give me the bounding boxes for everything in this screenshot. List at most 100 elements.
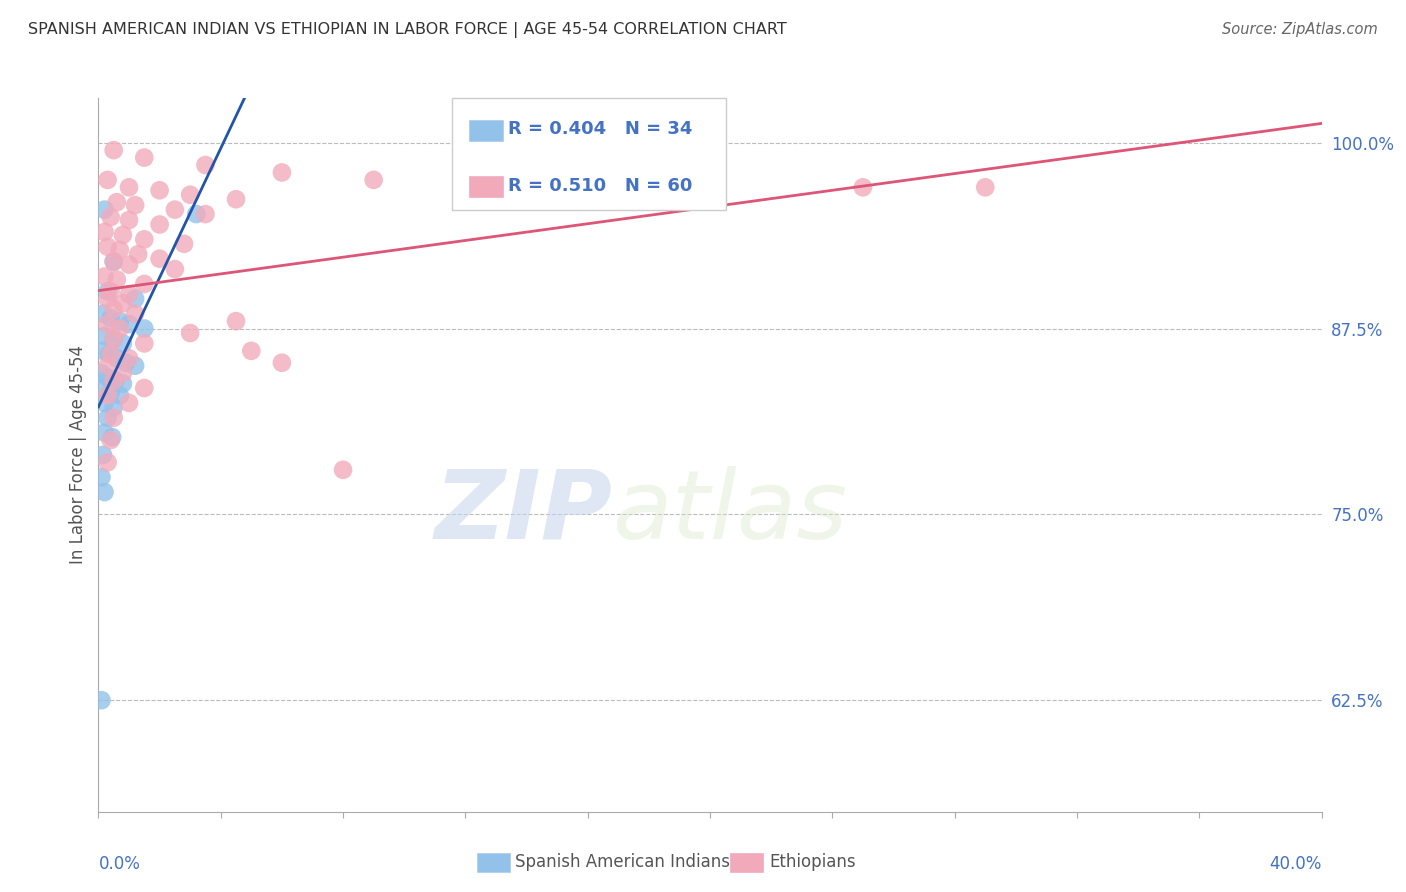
Text: 0.0%: 0.0% xyxy=(98,855,141,872)
Point xyxy=(111,366,134,380)
Point xyxy=(134,232,156,246)
Point xyxy=(101,430,124,444)
Point xyxy=(111,376,134,391)
Point xyxy=(93,485,115,500)
Point xyxy=(91,381,114,395)
Point xyxy=(103,332,125,346)
Point xyxy=(108,321,131,335)
Point xyxy=(194,207,217,221)
Point xyxy=(270,356,294,370)
Point xyxy=(111,296,134,310)
Point xyxy=(163,262,186,277)
Point xyxy=(100,210,122,224)
Point xyxy=(100,311,122,326)
Point xyxy=(91,448,114,462)
Point xyxy=(103,410,125,425)
Point xyxy=(105,195,128,210)
Point xyxy=(108,314,131,328)
Point xyxy=(111,227,134,242)
Point xyxy=(118,258,141,272)
Text: 40.0%: 40.0% xyxy=(1270,855,1322,872)
Point xyxy=(100,385,122,400)
Point xyxy=(103,302,125,317)
Point xyxy=(90,470,112,484)
Point xyxy=(97,388,120,402)
Point xyxy=(97,173,120,187)
Point xyxy=(149,183,172,197)
Point xyxy=(91,343,114,358)
Point xyxy=(974,180,997,194)
Point xyxy=(93,329,115,343)
Point xyxy=(270,165,294,179)
Point xyxy=(97,370,120,384)
Point xyxy=(149,218,172,232)
Point xyxy=(173,236,195,251)
Point xyxy=(115,356,138,370)
Point xyxy=(124,307,146,321)
Point xyxy=(163,202,186,217)
Point xyxy=(179,326,201,340)
Point xyxy=(118,396,141,410)
Point xyxy=(93,396,115,410)
Text: Source: ZipAtlas.com: Source: ZipAtlas.com xyxy=(1222,22,1378,37)
Point xyxy=(100,285,122,299)
Point xyxy=(225,192,247,206)
Point xyxy=(103,332,125,346)
Point xyxy=(97,240,120,254)
Point xyxy=(186,207,208,221)
Point xyxy=(105,272,128,286)
Point xyxy=(134,381,156,395)
Point xyxy=(852,180,875,194)
Point xyxy=(118,317,141,331)
Point xyxy=(103,374,125,388)
Point xyxy=(103,143,125,157)
Text: Ethiopians: Ethiopians xyxy=(769,853,856,871)
Point xyxy=(194,158,217,172)
Point xyxy=(103,254,125,268)
Point xyxy=(97,317,120,331)
Point xyxy=(118,351,141,366)
Text: ZIP: ZIP xyxy=(434,466,612,558)
Text: atlas: atlas xyxy=(612,466,848,558)
Point xyxy=(103,401,125,415)
Text: R = 0.510   N = 60: R = 0.510 N = 60 xyxy=(509,178,693,195)
Point xyxy=(93,269,115,284)
Point xyxy=(118,213,141,227)
Point xyxy=(111,336,134,351)
Point xyxy=(104,374,127,388)
Point xyxy=(225,314,247,328)
Point xyxy=(124,292,146,306)
Point xyxy=(149,252,172,266)
Point xyxy=(454,180,477,194)
Point xyxy=(103,254,125,268)
Point xyxy=(127,247,149,261)
Point xyxy=(100,433,122,447)
Point xyxy=(134,336,156,351)
Point xyxy=(97,292,120,306)
Point xyxy=(124,359,146,373)
Text: R = 0.404   N = 34: R = 0.404 N = 34 xyxy=(509,120,693,138)
Point xyxy=(105,351,128,366)
Point xyxy=(363,173,385,187)
Point xyxy=(332,463,354,477)
Point xyxy=(98,347,121,361)
Point xyxy=(93,202,115,217)
Point xyxy=(124,198,146,212)
Point xyxy=(93,225,115,239)
Point xyxy=(134,277,156,291)
Point xyxy=(90,366,112,380)
Text: Spanish American Indians: Spanish American Indians xyxy=(515,853,730,871)
Point xyxy=(108,388,131,402)
Point xyxy=(100,347,122,361)
Point xyxy=(91,307,114,321)
Point xyxy=(97,359,120,373)
Point xyxy=(97,285,120,299)
Text: SPANISH AMERICAN INDIAN VS ETHIOPIAN IN LABOR FORCE | AGE 45-54 CORRELATION CHAR: SPANISH AMERICAN INDIAN VS ETHIOPIAN IN … xyxy=(28,22,787,38)
Point xyxy=(118,180,141,194)
Point xyxy=(97,455,120,469)
Point xyxy=(134,151,156,165)
Point xyxy=(93,425,115,440)
Point xyxy=(179,187,201,202)
Point xyxy=(240,343,263,358)
Point xyxy=(134,321,156,335)
